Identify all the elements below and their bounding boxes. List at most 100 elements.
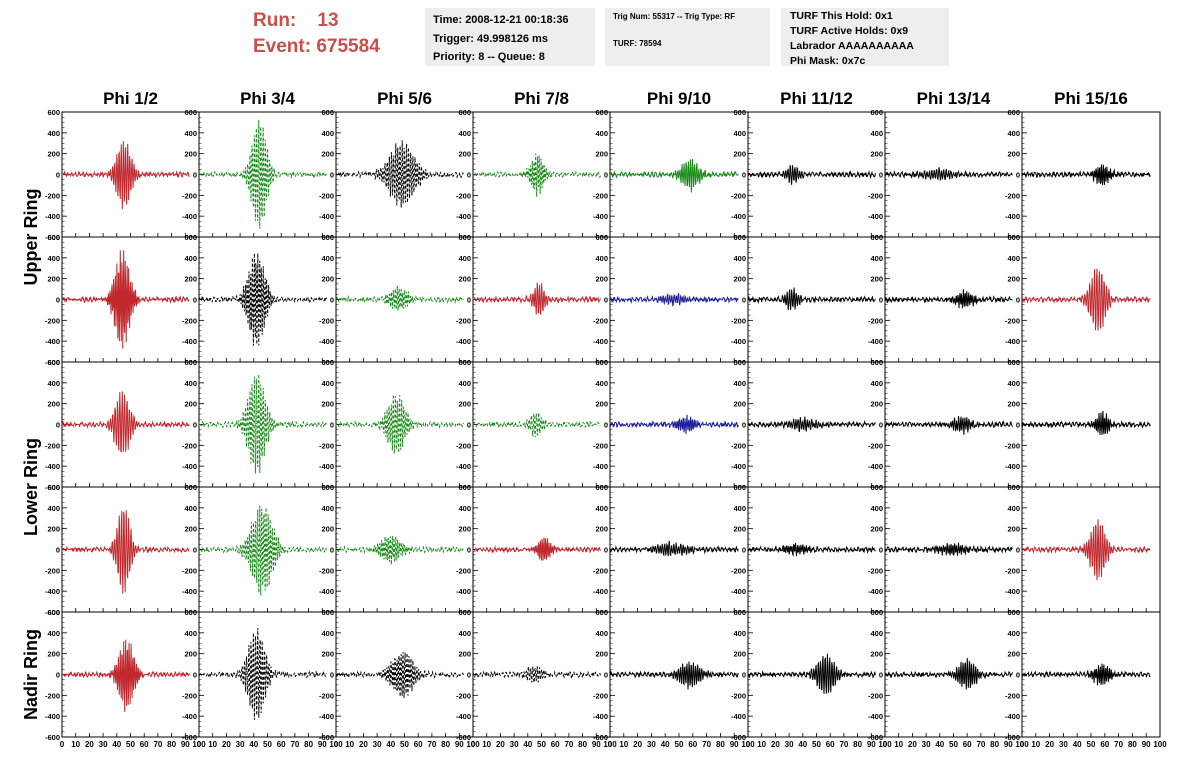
column-title: Phi 15/16	[1054, 89, 1128, 108]
y-tick-label: -200	[731, 316, 746, 325]
y-tick-label: -200	[319, 566, 334, 575]
y-tick-label: -200	[182, 566, 197, 575]
waveform-trace	[1021, 410, 1151, 436]
y-tick-label: -400	[456, 587, 471, 596]
x-tick-label: 10	[1031, 740, 1040, 749]
y-tick-label: 400	[458, 629, 471, 638]
y-tick-label: 200	[595, 275, 608, 284]
y-tick-label: -600	[319, 733, 334, 742]
y-tick-label: -400	[182, 712, 197, 721]
y-tick-label: -200	[182, 691, 197, 700]
y-tick-label: -600	[45, 233, 60, 242]
y-tick-label: 200	[47, 400, 60, 409]
y-tick-label: -400	[1005, 712, 1020, 721]
y-tick-label: -400	[731, 712, 746, 721]
panel-frame	[472, 361, 611, 488]
y-tick-label: -400	[319, 212, 334, 221]
y-tick-label: -400	[319, 712, 334, 721]
waveform-trace	[61, 639, 190, 712]
x-tick-label: 10	[619, 740, 628, 749]
y-tick-label: 600	[1007, 108, 1020, 117]
x-tick-label: 100	[1153, 740, 1167, 749]
x-tick-label: 20	[633, 740, 642, 749]
y-tick-label: 0	[56, 671, 60, 680]
y-tick-label: 200	[184, 650, 197, 659]
y-tick-label: -400	[868, 212, 883, 221]
x-tick-label: 70	[427, 740, 436, 749]
x-tick-label: 70	[976, 740, 985, 749]
y-tick-label: 400	[733, 379, 746, 388]
y-tick-label: 400	[870, 129, 883, 138]
x-tick-label: 60	[551, 740, 560, 749]
y-tick-label: -400	[45, 212, 60, 221]
y-tick-label: 0	[604, 296, 608, 305]
x-tick-label: 100	[192, 740, 206, 749]
y-tick-label: 600	[184, 483, 197, 492]
x-tick-label: 20	[85, 740, 94, 749]
y-tick-label: 400	[47, 504, 60, 513]
run-event-block: Run: 13 Event: 675584	[253, 8, 380, 60]
y-tick-label: -400	[868, 587, 883, 596]
y-tick-label: 200	[870, 275, 883, 284]
y-tick-label: 200	[321, 525, 334, 534]
x-tick-label: 80	[304, 740, 313, 749]
y-tick-label: 600	[733, 358, 746, 367]
x-tick-label: 30	[236, 740, 245, 749]
x-tick-label: 80	[167, 740, 176, 749]
y-tick-label: 400	[595, 129, 608, 138]
x-tick-label: 50	[949, 740, 958, 749]
x-tick-label: 90	[867, 740, 876, 749]
waveform-trace	[198, 119, 327, 229]
x-tick-label: 70	[1114, 740, 1123, 749]
waveform-trace	[335, 140, 464, 208]
y-tick-label: -200	[45, 191, 60, 200]
waveform-trace	[1021, 164, 1151, 186]
x-tick-label: 40	[1073, 740, 1082, 749]
y-tick-label: 0	[193, 671, 197, 680]
y-tick-label: 200	[184, 275, 197, 284]
x-tick-label: 100	[466, 740, 480, 749]
y-tick-label: 400	[321, 254, 334, 263]
y-tick-label: 200	[870, 525, 883, 534]
y-tick-label: 400	[733, 504, 746, 513]
y-tick-label: 600	[321, 233, 334, 242]
y-tick-label: -200	[868, 566, 883, 575]
waveform-trace	[884, 542, 1013, 556]
waveform-trace	[198, 374, 327, 474]
y-tick-label: 400	[870, 629, 883, 638]
x-tick-label: 50	[675, 740, 684, 749]
waveform-trace	[609, 540, 739, 557]
waveform-trace	[747, 164, 876, 185]
y-tick-label: -200	[593, 441, 608, 450]
waveform-trace	[472, 153, 601, 197]
y-tick-label: -200	[456, 191, 471, 200]
y-tick-label: -200	[45, 691, 60, 700]
y-tick-label: 600	[321, 483, 334, 492]
x-tick-label: 90	[1142, 740, 1151, 749]
y-tick-label: 200	[595, 650, 608, 659]
y-tick-label: -200	[731, 441, 746, 450]
y-tick-label: 200	[321, 650, 334, 659]
x-tick-label: 90	[1004, 740, 1013, 749]
column-title: Phi 7/8	[514, 89, 569, 108]
y-tick-label: -400	[456, 212, 471, 221]
y-tick-label: -400	[456, 712, 471, 721]
y-tick-label: 200	[321, 150, 334, 159]
y-tick-label: 400	[47, 254, 60, 263]
y-tick-label: -400	[868, 712, 883, 721]
x-tick-label: 50	[812, 740, 821, 749]
priority-text: Priority: 8 -- Queue: 8	[433, 51, 545, 63]
y-tick-label: -600	[593, 733, 608, 742]
y-tick-label: 600	[184, 358, 197, 367]
y-tick-label: 400	[595, 504, 608, 513]
y-tick-label: -200	[593, 316, 608, 325]
x-tick-label: 60	[1100, 740, 1109, 749]
y-tick-label: 600	[47, 608, 60, 617]
labrador-text: Labrador AAAAAAAAAA	[790, 40, 914, 52]
column-title: Phi 13/14	[917, 89, 991, 108]
y-tick-label: 200	[1007, 150, 1020, 159]
x-tick-label: 60	[140, 740, 149, 749]
y-tick-label: 0	[467, 671, 471, 680]
x-tick-label: 20	[359, 740, 368, 749]
x-tick-label: 70	[839, 740, 848, 749]
